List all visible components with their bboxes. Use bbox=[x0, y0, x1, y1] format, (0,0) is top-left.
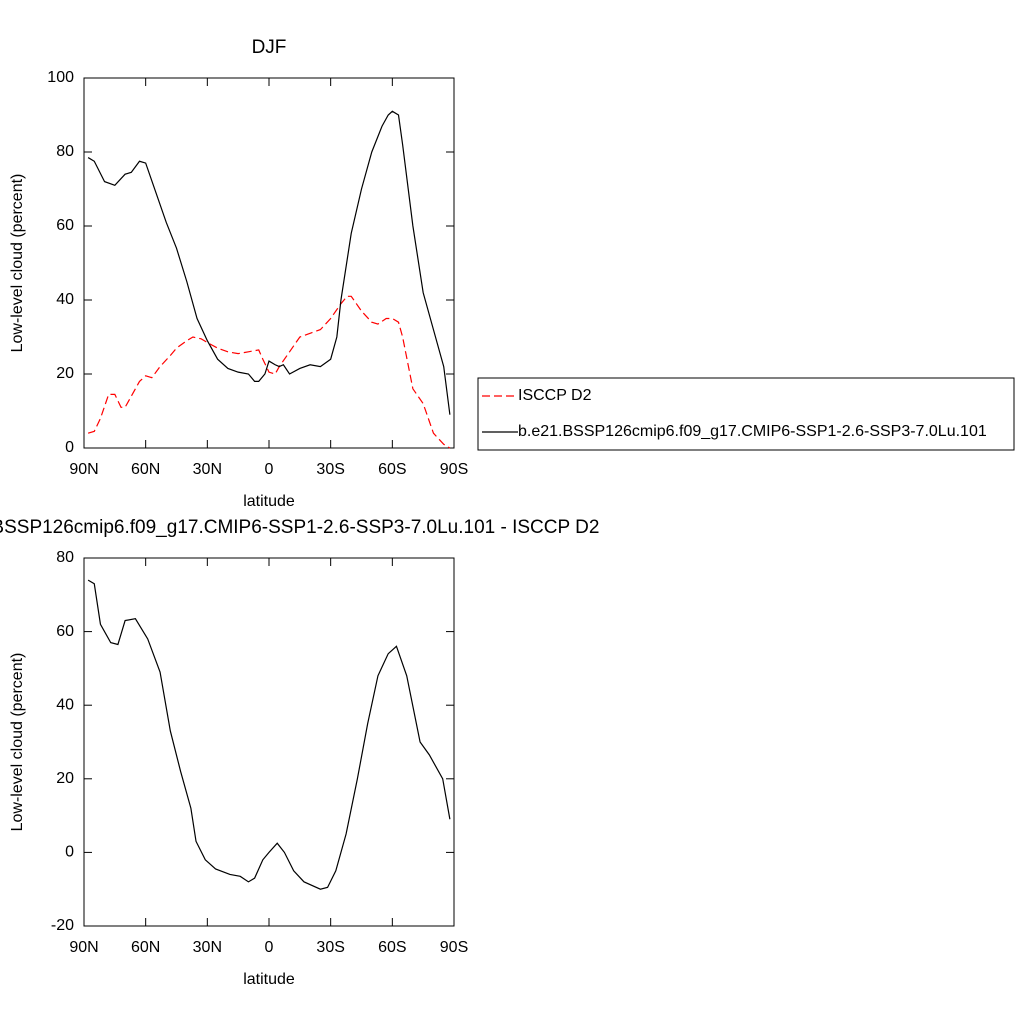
x-axis-label: latitude bbox=[243, 971, 295, 988]
legend-label: ISCCP D2 bbox=[518, 387, 592, 404]
y-tick-label: 0 bbox=[65, 844, 74, 861]
y-tick-label: 100 bbox=[47, 69, 74, 86]
x-tick-label: 60N bbox=[131, 939, 160, 956]
legend: ISCCP D2 b.e21.BSSP126cmip6.f09_g17.CMIP6… bbox=[477, 377, 1015, 451]
y-axis-label: Low-level cloud (percent) bbox=[9, 653, 26, 832]
x-tick-label: 90S bbox=[440, 939, 468, 956]
x-tick-label: 30N bbox=[193, 461, 222, 478]
y-tick-label: 60 bbox=[56, 217, 74, 234]
plot-frame bbox=[83, 77, 455, 449]
legend-box bbox=[477, 377, 1015, 451]
y-axis-label: Low-level cloud (percent) bbox=[9, 174, 26, 353]
legend-label: b.e21.BSSP126cmip6.f09_g17.CMIP6-SSP1-2.… bbox=[518, 423, 987, 440]
y-tick-label: -20 bbox=[51, 917, 74, 934]
y-tick-label: 40 bbox=[56, 291, 74, 308]
series-line bbox=[87, 110, 451, 415]
chart-title: DJF bbox=[252, 37, 287, 58]
y-tick-label: 80 bbox=[56, 549, 74, 566]
x-tick-label: 0 bbox=[265, 939, 274, 956]
x-tick-label: 60N bbox=[131, 461, 160, 478]
x-tick-label: 60S bbox=[378, 939, 406, 956]
x-tick-label: 60S bbox=[378, 461, 406, 478]
series-line bbox=[87, 295, 451, 449]
x-tick-label: 30S bbox=[316, 939, 344, 956]
x-axis-label: latitude bbox=[243, 493, 295, 510]
series-line bbox=[87, 579, 451, 890]
plot-frame bbox=[83, 557, 455, 927]
x-tick-label: 90N bbox=[69, 939, 98, 956]
x-tick-label: 0 bbox=[265, 461, 274, 478]
x-tick-label: 90S bbox=[440, 461, 468, 478]
y-tick-label: 60 bbox=[56, 623, 74, 640]
x-tick-label: 30S bbox=[316, 461, 344, 478]
y-tick-label: 80 bbox=[56, 143, 74, 160]
y-tick-label: 40 bbox=[56, 696, 74, 713]
y-tick-label: 0 bbox=[65, 439, 74, 456]
x-tick-label: 90N bbox=[69, 461, 98, 478]
x-tick-label: 30N bbox=[193, 939, 222, 956]
chart-title: b.e21.BSSP126cmip6.f09_g17.CMIP6-SSP1-2.… bbox=[0, 517, 599, 538]
y-tick-label: 20 bbox=[56, 365, 74, 382]
y-tick-label: 20 bbox=[56, 770, 74, 787]
